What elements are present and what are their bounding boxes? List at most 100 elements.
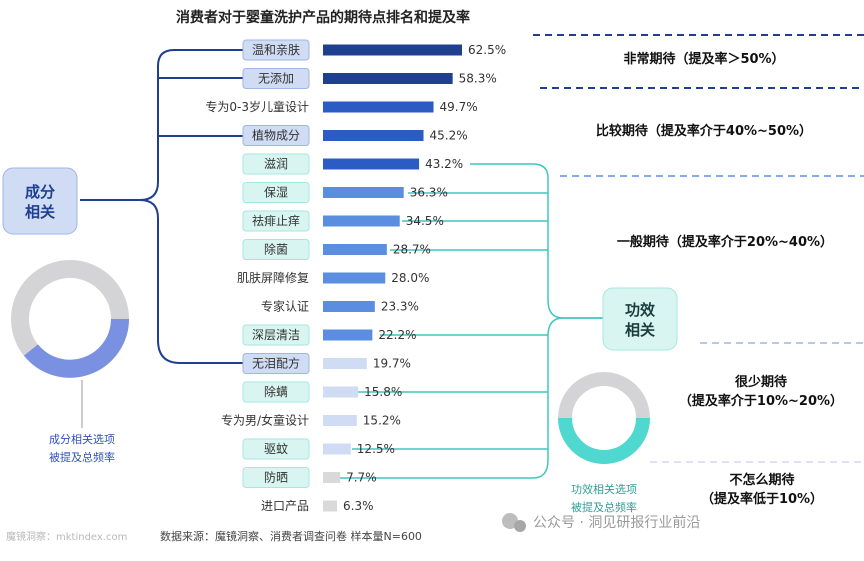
ingredient-connector	[80, 49, 243, 201]
bar	[323, 215, 400, 227]
bar-chart: 温和亲肤 62.5% 无添加 58.3% 专为0-3岁儿童设计 49.7% 植物成分 45.2…	[205, 39, 506, 513]
category-label-box	[242, 153, 310, 175]
watermark: 魔镜洞察：mktindex.com	[6, 530, 127, 543]
category-label: 专为0-3岁儿童设计	[205, 99, 309, 114]
bar	[323, 130, 424, 141]
value-label: 28.7%	[393, 243, 431, 257]
category-label-box	[242, 467, 310, 488]
efficacy-label-box	[602, 287, 678, 351]
efficacy-label-line2: 相关	[625, 321, 655, 339]
category-label: 进口产品	[261, 499, 309, 513]
value-label: 34.5%	[406, 214, 444, 228]
chart-title: 消费者对于婴童洗护产品的期待点排名和提及率	[176, 9, 470, 26]
category-label: 肌肤屏障修复	[237, 270, 309, 285]
bar	[323, 443, 351, 455]
value-label: 15.8%	[364, 385, 402, 399]
bar	[323, 472, 341, 483]
category-label: 驱蚊	[264, 441, 288, 456]
category-label-box	[242, 210, 310, 232]
category-label: 无添加	[258, 72, 294, 86]
efficacy-bracket	[323, 163, 603, 479]
efficacy-label-line1: 功效	[625, 301, 656, 319]
value-label: 6.3%	[343, 499, 374, 513]
wechat-badge: 公众号 · 洞见研报行业前沿	[502, 513, 700, 532]
ingredient-donut: 成分相关选项 被提及总频率	[11, 260, 129, 464]
category-label-box	[242, 353, 310, 374]
category-label: 除螨	[264, 384, 288, 399]
value-label: 22.2%	[378, 328, 416, 342]
category-label: 温和亲肤	[252, 42, 300, 57]
bar	[323, 386, 359, 398]
ingredient-donut-caption-1: 成分相关选项	[49, 432, 115, 446]
ingredient-donut-segment	[23, 318, 129, 378]
category-label: 防晒	[264, 470, 288, 485]
category-label: 祛痱止痒	[252, 213, 300, 228]
value-label: 58.3%	[459, 72, 497, 86]
tier-dividers	[533, 34, 864, 463]
bar	[323, 329, 373, 341]
ingredient-label-line2: 相关	[25, 203, 55, 221]
category-label-box	[242, 125, 310, 146]
category-label-box	[242, 381, 310, 403]
value-label: 7.7%	[346, 471, 377, 485]
value-label: 45.2%	[430, 129, 468, 143]
category-label-box	[242, 182, 310, 203]
value-label: 62.5%	[468, 43, 506, 57]
tier-label-very: 非常期待（提及率＞50%）	[623, 51, 784, 67]
bar	[323, 272, 386, 284]
value-label: 36.3%	[410, 186, 448, 200]
category-label: 专家认证	[261, 299, 309, 314]
value-label: 43.2%	[425, 157, 463, 171]
efficacy-connector	[470, 163, 603, 319]
category-label: 专为男/女童设计	[221, 413, 309, 428]
category-label: 保湿	[264, 185, 288, 200]
efficacy-donut-caption-1: 功效相关选项	[571, 482, 637, 496]
value-label: 12.5%	[357, 442, 395, 456]
bar	[323, 158, 420, 170]
tier-label-not-1: 不怎么期待	[729, 472, 794, 488]
value-label: 49.7%	[440, 100, 478, 114]
wechat-icon-bubble	[514, 520, 526, 532]
bar	[323, 101, 434, 113]
bar	[323, 244, 387, 255]
category-label: 深层清洁	[252, 328, 300, 342]
source-note: 数据来源：魔镜洞察、消费者调查问卷 样本量N=600	[160, 529, 422, 543]
category-label-box	[242, 239, 310, 260]
category-label-box	[242, 324, 310, 346]
value-label: 15.2%	[363, 414, 401, 428]
bar	[323, 187, 404, 198]
efficacy-group-label: 功效 相关	[602, 287, 678, 351]
efficacy-donut-caption-2: 被提及总频率	[571, 500, 637, 514]
category-label: 植物成分	[252, 128, 300, 143]
wechat-account: 公众号 · 洞见研报行业前沿	[533, 514, 700, 531]
value-label: 28.0%	[391, 271, 429, 285]
category-label: 滋润	[264, 157, 288, 171]
tier-label-rarely-2: （提及率介于10%~20%）	[679, 393, 843, 409]
ingredient-label-box	[2, 167, 78, 235]
wechat-icon	[502, 513, 518, 529]
ingredient-bracket	[80, 49, 243, 364]
bar	[323, 44, 462, 56]
ingredient-connector	[80, 199, 243, 364]
efficacy-connector	[323, 317, 603, 479]
bar	[323, 500, 338, 512]
bar	[323, 301, 375, 312]
tier-label-not-2: （提及率低于10%）	[701, 491, 823, 507]
tier-label-rarely-1: 很少期待	[735, 374, 787, 390]
value-label: 23.3%	[381, 300, 419, 314]
category-label-box	[242, 68, 310, 89]
category-label: 除菌	[264, 242, 288, 257]
efficacy-donut-segment	[558, 417, 650, 464]
ingredient-label-line1: 成分	[25, 183, 55, 201]
value-label: 19.7%	[373, 357, 411, 371]
category-label: 无泪配方	[252, 356, 300, 371]
efficacy-donut: 功效相关选项 被提及总频率	[558, 372, 650, 514]
category-label-box	[242, 39, 310, 61]
ingredient-donut-caption-2: 被提及总频率	[49, 450, 115, 464]
tier-label-general: 一般期待（提及率介于20%~40%）	[617, 234, 833, 250]
bar	[323, 415, 357, 426]
bar	[323, 73, 453, 84]
tier-label-fairly: 比较期待（提及率介于40%~50%）	[596, 123, 812, 139]
